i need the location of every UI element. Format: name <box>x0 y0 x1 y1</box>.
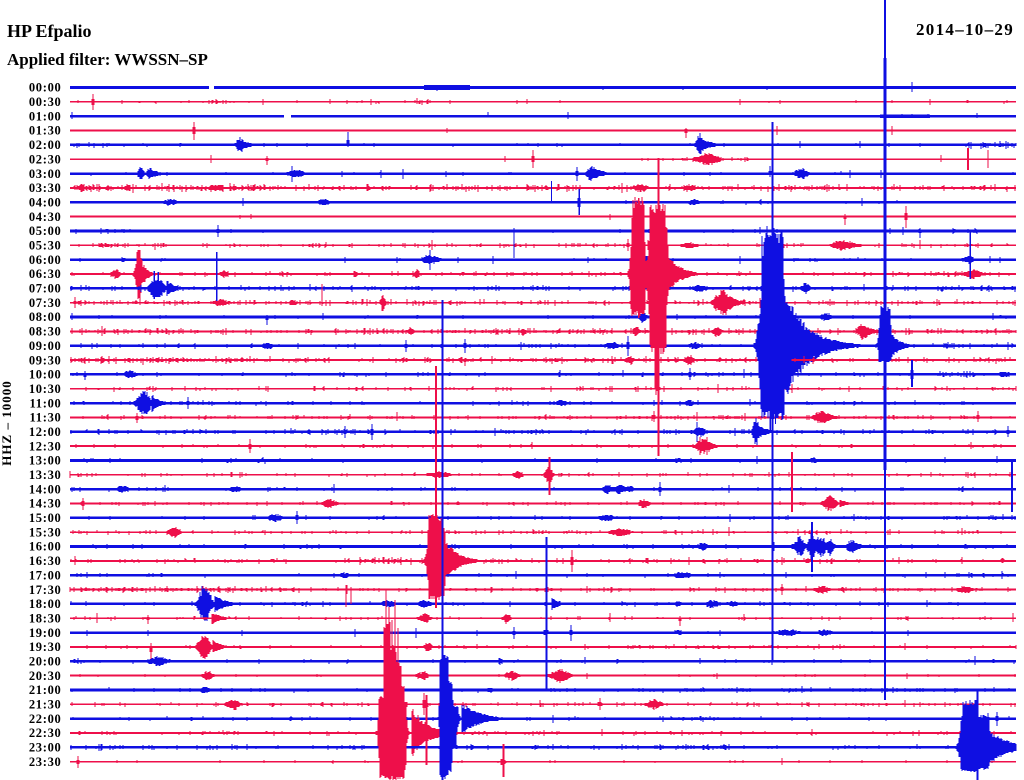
svg-text:06:00: 06:00 <box>29 253 62 267</box>
svg-text:22:00: 22:00 <box>29 712 62 726</box>
svg-text:08:00: 08:00 <box>29 310 62 324</box>
svg-text:22:30: 22:30 <box>29 726 62 740</box>
svg-text:20:30: 20:30 <box>29 669 62 683</box>
svg-text:20:00: 20:00 <box>29 655 62 669</box>
svg-text:04:00: 04:00 <box>29 196 62 210</box>
svg-text:02:00: 02:00 <box>29 138 62 152</box>
svg-text:01:00: 01:00 <box>29 109 62 123</box>
svg-text:07:30: 07:30 <box>29 296 62 310</box>
svg-text:00:00: 00:00 <box>29 81 62 95</box>
svg-text:10:00: 10:00 <box>29 368 62 382</box>
svg-text:19:00: 19:00 <box>29 626 62 640</box>
svg-text:23:00: 23:00 <box>29 741 62 755</box>
svg-text:10:30: 10:30 <box>29 382 62 396</box>
svg-text:12:30: 12:30 <box>29 439 62 453</box>
svg-text:05:30: 05:30 <box>29 239 62 253</box>
svg-text:11:30: 11:30 <box>30 411 62 425</box>
svg-text:08:30: 08:30 <box>29 325 62 339</box>
svg-text:21:00: 21:00 <box>29 683 62 697</box>
svg-text:04:30: 04:30 <box>29 210 62 224</box>
svg-text:12:00: 12:00 <box>29 425 62 439</box>
svg-text:00:30: 00:30 <box>29 95 62 109</box>
svg-text:17:00: 17:00 <box>29 568 62 582</box>
svg-text:01:30: 01:30 <box>29 124 62 138</box>
svg-text:14:00: 14:00 <box>29 482 62 496</box>
svg-text:18:30: 18:30 <box>29 612 62 626</box>
svg-text:HP Efpalio: HP Efpalio <box>7 21 92 41</box>
svg-text:16:00: 16:00 <box>29 540 62 554</box>
svg-text:19:30: 19:30 <box>29 640 62 654</box>
svg-text:11:00: 11:00 <box>30 396 62 410</box>
svg-text:Applied filter: WWSSN–SP: Applied filter: WWSSN–SP <box>7 50 208 69</box>
svg-text:09:00: 09:00 <box>29 339 62 353</box>
svg-text:09:30: 09:30 <box>29 353 62 367</box>
svg-text:15:00: 15:00 <box>29 511 62 525</box>
svg-text:2014–10–29: 2014–10–29 <box>916 20 1014 39</box>
svg-text:14:30: 14:30 <box>29 497 62 511</box>
svg-text:13:30: 13:30 <box>29 468 62 482</box>
svg-text:15:30: 15:30 <box>29 525 62 539</box>
svg-text:16:30: 16:30 <box>29 554 62 568</box>
svg-text:13:00: 13:00 <box>29 454 62 468</box>
svg-text:02:30: 02:30 <box>29 152 62 166</box>
svg-text:23:30: 23:30 <box>29 755 62 769</box>
svg-text:07:00: 07:00 <box>29 282 62 296</box>
svg-text:17:30: 17:30 <box>29 583 62 597</box>
svg-text:03:00: 03:00 <box>29 167 62 181</box>
svg-text:05:00: 05:00 <box>29 224 62 238</box>
svg-text:21:30: 21:30 <box>29 698 62 712</box>
svg-text:06:30: 06:30 <box>29 267 62 281</box>
svg-text:18:00: 18:00 <box>29 597 62 611</box>
svg-text:03:30: 03:30 <box>29 181 62 195</box>
svg-text:HHZ – 10000: HHZ – 10000 <box>0 380 14 465</box>
